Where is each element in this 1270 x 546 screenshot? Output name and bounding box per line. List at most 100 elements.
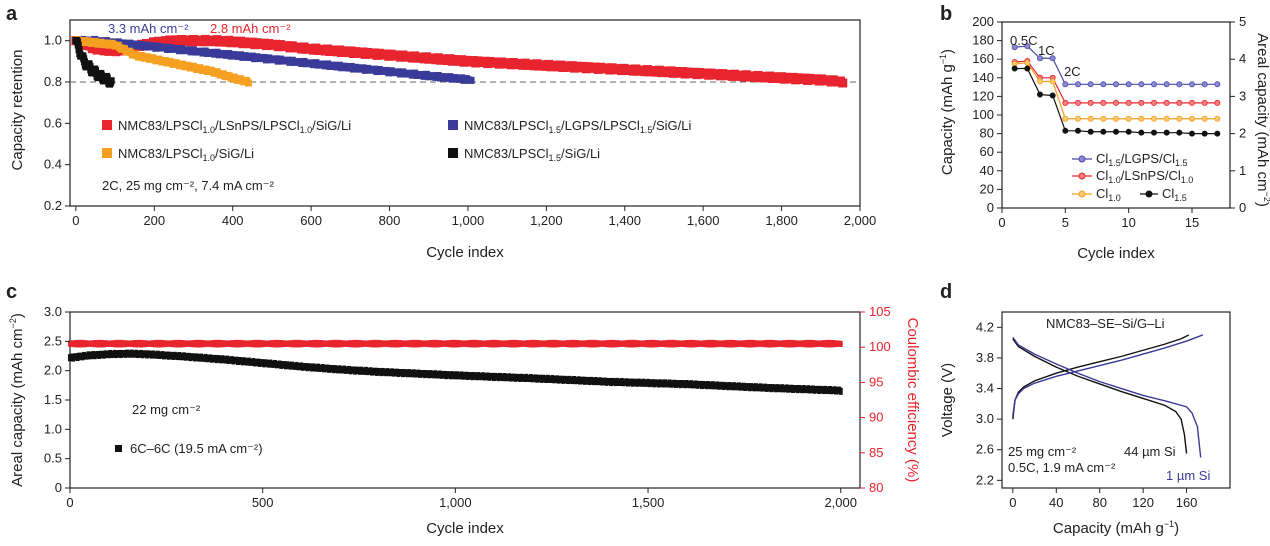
- panel-c-y2-tick-label: 90: [869, 410, 883, 425]
- panel-b-plot: 0 5 10 15 0 20 40 60 80 100 120 140 160 180 200 0 1 2 3 4…: [972, 14, 1246, 230]
- panel-b-point: [1176, 81, 1183, 88]
- panel-a-x-tick-label: 1,600: [687, 213, 720, 228]
- panel-d-curve-2: [1012, 334, 1204, 416]
- panel-b-series-2: [1011, 59, 1221, 122]
- panel-d-x-tick-label: 80: [1092, 495, 1106, 510]
- panel-a-point: [75, 46, 83, 54]
- panel-b-point: [1189, 115, 1196, 122]
- panel-a-letter: a: [6, 3, 18, 25]
- panel-b-y2-tick-label: 5: [1239, 14, 1246, 29]
- panel-b-point: [1087, 115, 1094, 122]
- panel-b-y-tick-label: 0: [987, 200, 994, 215]
- panel-c-loading: 22 mg cm⁻²: [132, 402, 201, 417]
- legend-marker-cl15: [1145, 190, 1153, 198]
- panel-b-point: [1163, 99, 1170, 106]
- legend-entry-blue: NMC83/LPSCl1.5/LGPS/LPSCl1.5/SiG/Li: [464, 118, 691, 135]
- panel-c-y2label: Coulombic efficiency (%): [904, 318, 921, 483]
- panel-b-point: [1138, 129, 1145, 136]
- panel-b-letter: b: [940, 3, 952, 25]
- panel-b-y-tick-label: 140: [972, 70, 994, 85]
- panel-a-series-1: [72, 35, 475, 84]
- panel-b-point: [1062, 127, 1069, 134]
- panel-b-point: [1125, 115, 1132, 122]
- panel-a-x-tick-label: 800: [379, 213, 401, 228]
- panel-b-line: [1014, 62, 1218, 120]
- panel-c-legend-marker: [115, 445, 122, 452]
- panel-b-point: [1214, 115, 1221, 122]
- panel-c-frame: [69, 311, 861, 489]
- panel-d-curve-1: [1012, 338, 1188, 454]
- panel-d-x-tick-label: 40: [1049, 495, 1063, 510]
- panel-a-x-tick-label: 1,000: [452, 213, 485, 228]
- panel-c-y2-tick-label: 100: [869, 339, 891, 354]
- rate-label-2: 2C: [1064, 64, 1081, 79]
- panel-a-point: [74, 41, 82, 49]
- panel-c-ylabel: Areal capacity (mAh cm−2): [8, 313, 26, 487]
- panel-b-point: [1125, 99, 1132, 106]
- panel-b-series-0: [1011, 43, 1221, 88]
- panel-b-x-tick-label: 10: [1121, 215, 1135, 230]
- legend-entry-orange: NMC83/LPSCl1.0/SiG/Li: [118, 146, 254, 163]
- legend-swatch-red: [102, 120, 112, 130]
- panel-b-point: [1214, 99, 1221, 106]
- panel-b-y2-tick-label: 4: [1239, 51, 1246, 66]
- panel-b-xlabel: Cycle index: [1077, 245, 1155, 262]
- panel-b-y-tick-label: 100: [972, 107, 994, 122]
- rate-label-1: 1C: [1038, 43, 1055, 58]
- panel-b-point: [1201, 130, 1208, 137]
- panel-a-x-tick-label: 600: [300, 213, 322, 228]
- panel-a-point: [107, 77, 115, 85]
- panel-b-point: [1138, 99, 1145, 106]
- panel-b-point: [1087, 81, 1094, 88]
- panel-a-y-tick-label: 0.8: [44, 74, 62, 89]
- panel-a-x-tick-label: 400: [222, 213, 244, 228]
- panel-d-curve-3: [1012, 336, 1202, 458]
- panel-c-y-tick-label: 1.5: [44, 392, 62, 407]
- panel-d-label-black: 44 µm Si: [1124, 444, 1176, 459]
- panel-c-series-capacity: [68, 349, 843, 395]
- legend-entry-red: NMC83/LPSCl1.0/LSnPS/LPSCl1.0/SiG/Li: [118, 118, 351, 135]
- panel-b-point: [1176, 115, 1183, 122]
- panel-a-point: [244, 79, 252, 87]
- panel-d-y-tick-label: 3.0: [976, 411, 994, 426]
- panel-b-point: [1011, 44, 1018, 51]
- panel-d-y-tick-label: 3.4: [976, 381, 994, 396]
- legend-entry-cl10: Cl1.0: [1096, 186, 1121, 203]
- panel-c-xlabel: Cycle index: [426, 520, 504, 537]
- legend-marker-cl10: [1078, 190, 1086, 198]
- panel-b-point: [1075, 115, 1082, 122]
- panel-b-point: [1176, 129, 1183, 136]
- panel-a-x-tick-label: 1,400: [608, 213, 641, 228]
- panel-b-y2-tick-label: 0: [1239, 200, 1246, 215]
- panel-a-frame: [69, 19, 861, 207]
- panel-d-loading: 25 mg cm⁻²: [1008, 444, 1077, 459]
- panel-d-y-tick-label: 2.2: [976, 472, 994, 487]
- legend-swatch-black: [448, 148, 458, 158]
- panel-d-ylabel: Voltage (V): [939, 363, 956, 437]
- panel-c-y-tick-label: 2.5: [44, 333, 62, 348]
- panel-b-point: [1113, 115, 1120, 122]
- panel-c-y2-tick-label: 85: [869, 445, 883, 460]
- panel-b-y-tick-label: 20: [980, 181, 994, 196]
- panel-b-point: [1062, 115, 1069, 122]
- panel-b-point: [1176, 99, 1183, 106]
- panel-b-y-tick-label: 200: [972, 14, 994, 29]
- panel-b-point: [1049, 55, 1056, 62]
- panel-b-point: [1214, 130, 1221, 137]
- panel-b-point: [1100, 99, 1107, 106]
- legend-entry-lsnps: Cl1.0/LSnPS/Cl1.0: [1096, 168, 1193, 185]
- panel-b-ylabel: Capacity (mAh g−1): [938, 49, 956, 175]
- panel-b-point: [1113, 128, 1120, 135]
- panel-b-series-3: [1011, 65, 1221, 137]
- panel-a-xlabel: Cycle index: [426, 244, 504, 261]
- panel-b-point: [1201, 99, 1208, 106]
- panel-b-y-tick-label: 80: [980, 126, 994, 141]
- panel-b-point: [1113, 99, 1120, 106]
- panel-b-point: [1037, 78, 1044, 85]
- panel-c-x-tick-label: 500: [252, 495, 274, 510]
- legend-entry-black: NMC83/LPSCl1.5/SiG/Li: [464, 146, 600, 163]
- panel-b-point: [1024, 65, 1031, 72]
- panel-b-point: [1189, 99, 1196, 106]
- panel-b-legend: Cl1.5/LGPS/Cl1.5 Cl1.0/LSnPS/Cl1.0 Cl1.0…: [1072, 151, 1193, 203]
- panel-c-y-tick-label: 0: [55, 480, 62, 495]
